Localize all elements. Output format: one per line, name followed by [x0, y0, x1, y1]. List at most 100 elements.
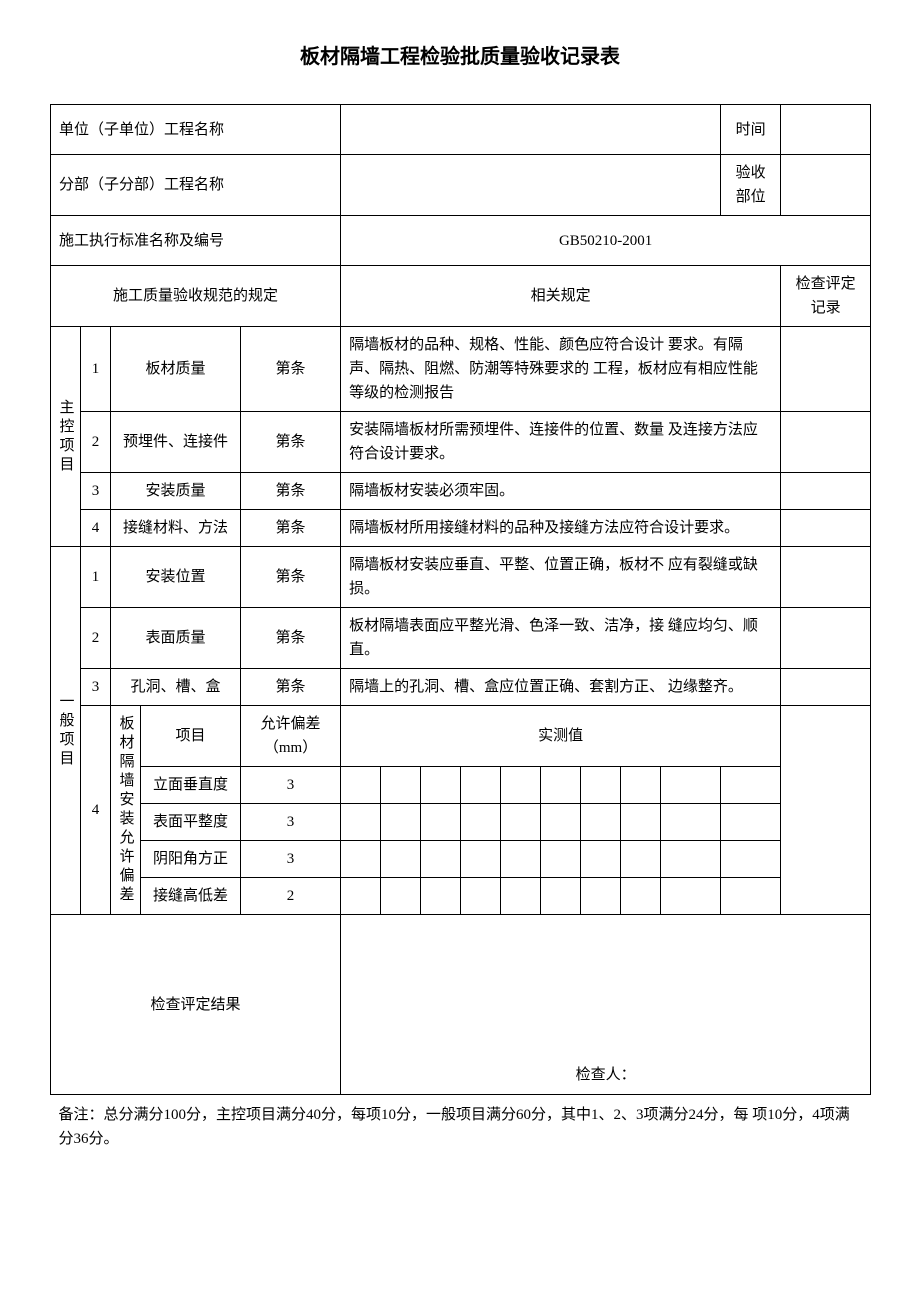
measured-cell — [341, 841, 381, 878]
measured-cell — [341, 804, 381, 841]
main-row-record — [781, 412, 871, 473]
measured-cell — [381, 841, 421, 878]
std-label: 施工执行标准名称及编号 — [51, 216, 341, 266]
tol-col-measured: 实测值 — [341, 706, 781, 767]
tol-item-tol: 2 — [241, 878, 341, 915]
tol-item-name: 表面平整度 — [141, 804, 241, 841]
gen-row-name: 孔洞、槽、盒 — [111, 669, 241, 706]
time-value — [781, 105, 871, 155]
spec-label: 施工质量验收规范的规定 — [51, 266, 341, 327]
measured-cell — [421, 767, 461, 804]
accept-part-value — [781, 155, 871, 216]
gen-row-record — [781, 547, 871, 608]
main-row-name: 安装质量 — [111, 473, 241, 510]
tol-item-name: 阴阳角方正 — [141, 841, 241, 878]
tol-item-name: 接缝高低差 — [141, 878, 241, 915]
measured-cell — [721, 878, 781, 915]
measured-cell — [721, 841, 781, 878]
tol-item-tol: 3 — [241, 841, 341, 878]
main-row-name: 接缝材料、方法 — [111, 510, 241, 547]
measured-cell — [461, 767, 501, 804]
gen-row-desc: 板材隔墙表面应平整光滑、色泽一致、洁净，接 缝应均匀、顺直。 — [341, 608, 781, 669]
gen-row-record — [781, 669, 871, 706]
measured-cell — [421, 878, 461, 915]
measured-cell — [661, 804, 721, 841]
measured-cell — [621, 878, 661, 915]
tol-no: 4 — [81, 706, 111, 915]
measured-cell — [581, 878, 621, 915]
tol-item-name: 立面垂直度 — [141, 767, 241, 804]
measured-cell — [621, 841, 661, 878]
main-row-desc: 安装隔墙板材所需预埋件、连接件的位置、数量 及连接方法应符合设计要求。 — [341, 412, 781, 473]
measured-cell — [421, 804, 461, 841]
gen-row-clause: 第条 — [241, 547, 341, 608]
measured-cell — [501, 767, 541, 804]
main-row-record — [781, 510, 871, 547]
gen-row-desc: 隔墙上的孔洞、槽、盒应位置正确、套割方正、 边缘整齐。 — [341, 669, 781, 706]
part-label: 分部（子分部）工程名称 — [51, 155, 341, 216]
measured-cell — [621, 804, 661, 841]
gen-row-no: 3 — [81, 669, 111, 706]
tol-col-tol: 允许偏差（mm） — [241, 706, 341, 767]
tol-group-label: 板材隔墙安装允许偏差 — [111, 706, 141, 915]
measured-cell — [501, 804, 541, 841]
main-section-label: 主控项目 — [51, 327, 81, 547]
measured-cell — [661, 878, 721, 915]
measured-cell — [621, 767, 661, 804]
result-value: 检查人： — [341, 915, 871, 1095]
measured-cell — [381, 878, 421, 915]
measured-cell — [341, 878, 381, 915]
time-label: 时间 — [721, 105, 781, 155]
main-row-clause: 第条 — [241, 473, 341, 510]
measured-cell — [461, 878, 501, 915]
main-row-clause: 第条 — [241, 412, 341, 473]
checker-label: 检查人： — [349, 923, 862, 1087]
main-row-record — [781, 327, 871, 412]
gen-row-name: 表面质量 — [111, 608, 241, 669]
measured-cell — [461, 804, 501, 841]
gen-row-record — [781, 608, 871, 669]
inspection-table: 单位（子单位）工程名称 时间 分部（子分部）工程名称 验收部位 施工执行标准名称… — [50, 104, 871, 1157]
main-row-clause: 第条 — [241, 510, 341, 547]
measured-cell — [581, 767, 621, 804]
main-row-no: 3 — [81, 473, 111, 510]
measured-cell — [721, 804, 781, 841]
main-row-clause: 第条 — [241, 327, 341, 412]
main-row-name: 板材质量 — [111, 327, 241, 412]
check-record-label: 检查评定记录 — [781, 266, 871, 327]
measured-cell — [721, 767, 781, 804]
measured-cell — [501, 878, 541, 915]
tol-col-item: 项目 — [141, 706, 241, 767]
accept-part-label: 验收部位 — [721, 155, 781, 216]
measured-cell — [541, 878, 581, 915]
measured-cell — [341, 767, 381, 804]
page-title: 板材隔墙工程检验批质量验收记录表 — [50, 40, 870, 69]
measured-cell — [581, 804, 621, 841]
gen-row-no: 1 — [81, 547, 111, 608]
measured-cell — [661, 767, 721, 804]
main-row-desc: 隔墙板材的品种、规格、性能、颜色应符合设计 要求。有隔声、隔热、阻燃、防潮等特殊… — [341, 327, 781, 412]
gen-row-no: 2 — [81, 608, 111, 669]
measured-cell — [581, 841, 621, 878]
measured-cell — [501, 841, 541, 878]
measured-cell — [381, 767, 421, 804]
gen-row-name: 安装位置 — [111, 547, 241, 608]
tol-item-tol: 3 — [241, 767, 341, 804]
main-row-no: 1 — [81, 327, 111, 412]
note: 备注：总分满分100分，主控项目满分40分，每项10分，一般项目满分60分，其中… — [51, 1095, 871, 1158]
gen-row-desc: 隔墙板材安装应垂直、平整、位置正确，板材不 应有裂缝或缺损。 — [341, 547, 781, 608]
tol-record — [781, 706, 871, 915]
measured-cell — [541, 767, 581, 804]
main-row-name: 预埋件、连接件 — [111, 412, 241, 473]
measured-cell — [461, 841, 501, 878]
std-value: GB50210-2001 — [341, 216, 871, 266]
gen-row-clause: 第条 — [241, 608, 341, 669]
tol-item-tol: 3 — [241, 804, 341, 841]
unit-label: 单位（子单位）工程名称 — [51, 105, 341, 155]
measured-cell — [381, 804, 421, 841]
general-section-label: 一般项目 — [51, 547, 81, 915]
main-row-record — [781, 473, 871, 510]
measured-cell — [541, 841, 581, 878]
main-row-no: 2 — [81, 412, 111, 473]
measured-cell — [541, 804, 581, 841]
